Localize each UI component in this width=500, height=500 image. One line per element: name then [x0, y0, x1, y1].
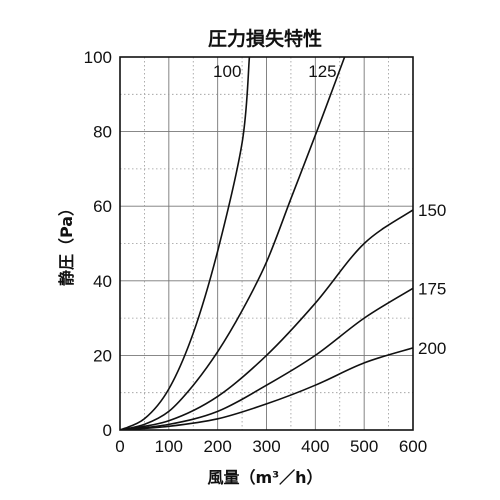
- y-tick-label: 40: [93, 272, 112, 291]
- series-line-175: [120, 287, 413, 430]
- x-tick-label: 500: [350, 437, 378, 456]
- x-tick-label: 600: [399, 437, 427, 456]
- series-label-100: 100: [213, 62, 241, 81]
- y-tick-label: 20: [93, 346, 112, 365]
- x-tick-label: 200: [203, 437, 231, 456]
- x-tick-label: 0: [115, 437, 124, 456]
- x-axis-title: 風量（m³／h）: [207, 468, 322, 487]
- x-tick-label: 300: [252, 437, 280, 456]
- y-tick-label: 80: [93, 123, 112, 142]
- tick-labels: 0 100 200 300 400 500 600 0 20 40 60 80 100: [84, 48, 428, 456]
- x-tick-label: 100: [155, 437, 183, 456]
- series-line-200: [120, 347, 413, 430]
- series-lines: [120, 57, 413, 430]
- y-tick-label: 0: [103, 421, 112, 440]
- series-line-100: [120, 57, 251, 430]
- series-label-150: 150: [418, 201, 446, 220]
- series-label-125: 125: [308, 62, 336, 81]
- y-tick-label: 60: [93, 197, 112, 216]
- series-label-200: 200: [418, 339, 446, 358]
- plot-frame: [119, 56, 414, 431]
- y-axis-title: 静圧（Pa）: [57, 200, 76, 286]
- series-labels: 100 125 150 175 200: [213, 62, 446, 358]
- y-tick-label: 100: [84, 48, 112, 67]
- series-label-175: 175: [418, 279, 446, 298]
- grid: [119, 56, 414, 431]
- series-line-150: [120, 209, 413, 430]
- x-tick-label: 400: [301, 437, 329, 456]
- series-line-125: [120, 57, 346, 430]
- chart-title: 圧力損失特性: [208, 27, 322, 50]
